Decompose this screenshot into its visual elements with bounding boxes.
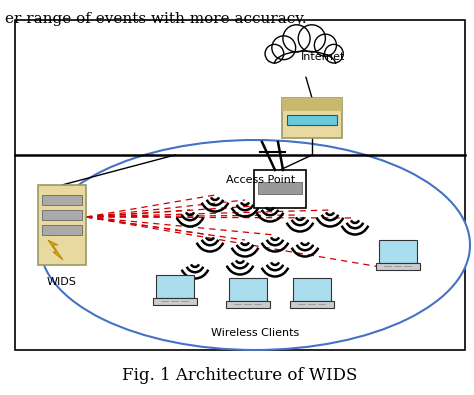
- Text: Wireless Clients: Wireless Clients: [211, 328, 299, 338]
- Circle shape: [314, 34, 337, 56]
- Text: er range of events with more accuracy.: er range of events with more accuracy.: [5, 12, 307, 26]
- Circle shape: [325, 44, 343, 63]
- Polygon shape: [48, 240, 63, 260]
- Circle shape: [265, 44, 284, 63]
- FancyBboxPatch shape: [282, 98, 342, 138]
- Ellipse shape: [274, 51, 336, 77]
- Ellipse shape: [40, 140, 470, 350]
- FancyBboxPatch shape: [38, 185, 86, 265]
- FancyBboxPatch shape: [15, 20, 465, 350]
- Circle shape: [283, 25, 310, 52]
- FancyBboxPatch shape: [153, 298, 197, 305]
- FancyBboxPatch shape: [282, 98, 342, 111]
- FancyBboxPatch shape: [258, 182, 302, 194]
- FancyBboxPatch shape: [293, 278, 331, 301]
- FancyBboxPatch shape: [376, 263, 420, 270]
- FancyBboxPatch shape: [42, 210, 82, 220]
- FancyBboxPatch shape: [229, 278, 267, 301]
- Ellipse shape: [275, 39, 335, 73]
- FancyBboxPatch shape: [156, 275, 194, 298]
- FancyBboxPatch shape: [287, 115, 337, 125]
- Text: Fig. 1 Architecture of WIDS: Fig. 1 Architecture of WIDS: [122, 367, 358, 384]
- Circle shape: [298, 25, 325, 52]
- Text: WIDS: WIDS: [47, 277, 77, 287]
- FancyBboxPatch shape: [226, 301, 270, 308]
- Text: Internet: Internet: [301, 52, 345, 62]
- FancyBboxPatch shape: [42, 225, 82, 235]
- Text: Access Point: Access Point: [226, 175, 295, 185]
- FancyBboxPatch shape: [379, 240, 417, 263]
- Circle shape: [272, 36, 296, 60]
- FancyBboxPatch shape: [290, 301, 334, 308]
- FancyBboxPatch shape: [254, 170, 306, 208]
- FancyBboxPatch shape: [42, 195, 82, 205]
